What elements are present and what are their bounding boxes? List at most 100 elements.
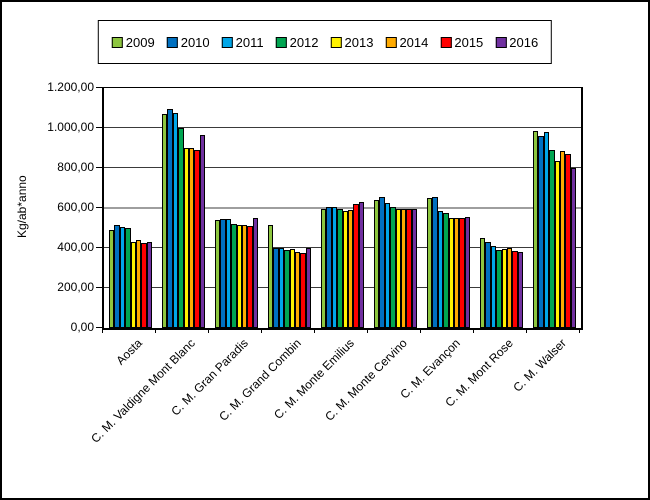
bar-2009 (267, 225, 274, 328)
y-tick-label: 600,00 (57, 200, 94, 214)
bar-group-9 (528, 88, 581, 328)
bar-2012 (549, 150, 555, 328)
y-tick (96, 126, 102, 128)
gridline (104, 127, 581, 128)
legend: 2009 2010 2011 2012 2013 2014 2015 2016 (97, 20, 553, 64)
bar-2010 (273, 248, 279, 328)
y-tick (96, 246, 102, 248)
bar-2009 (214, 220, 221, 328)
x-tick (261, 328, 262, 333)
y-tick (96, 86, 102, 88)
bar-2012 (496, 249, 502, 328)
bar-2014 (506, 248, 513, 328)
reference-line-600 (104, 207, 581, 209)
legend-label: 2012 (289, 34, 319, 50)
bar-2016 (570, 168, 577, 328)
bar-2012 (178, 128, 184, 328)
legend-label: 2016 (509, 34, 539, 50)
x-tick (155, 328, 156, 333)
bar-group-6 (369, 88, 422, 328)
bar-2010 (432, 196, 438, 328)
legend-label: 2014 (399, 34, 429, 50)
x-category-label: C. M. Valdigne Mont Blanc (88, 336, 198, 446)
legend-chip (166, 36, 178, 48)
bar-2014 (453, 217, 460, 328)
plot-area (102, 87, 583, 330)
x-category-label: C. M. Walser (510, 336, 569, 395)
legend-item-2009: 2009 (111, 34, 155, 50)
bar-2014 (241, 225, 248, 328)
bar-2011 (331, 207, 338, 328)
bar-2010 (167, 109, 173, 328)
legend-chip (111, 36, 123, 48)
bar-2013 (289, 248, 295, 328)
bar-group-3 (210, 88, 263, 328)
y-tick (96, 326, 102, 328)
bar-2016 (358, 202, 365, 328)
bar-group-7 (422, 88, 475, 328)
bar-2016 (252, 218, 259, 328)
bar-2012 (231, 223, 237, 328)
legend-label: 2009 (125, 34, 155, 50)
bar-2011 (278, 247, 285, 328)
x-tick (208, 328, 209, 333)
bar-2016 (305, 248, 312, 328)
x-tick (526, 328, 527, 333)
bar-2011 (490, 246, 497, 328)
bar-2012 (125, 228, 131, 328)
legend-chip (275, 36, 287, 48)
bar-2011 (225, 219, 232, 328)
bar-2010 (379, 197, 385, 328)
y-tick-label: 1.200,00 (47, 80, 94, 94)
x-tick (473, 328, 474, 333)
bar-group-1 (104, 88, 157, 328)
legend-chip (440, 36, 452, 48)
bar-2013 (342, 211, 348, 328)
bar-2013 (395, 209, 401, 328)
bar-2016 (146, 241, 153, 328)
bar-group-5 (316, 88, 369, 328)
bar-2015 (459, 217, 465, 328)
y-tick (96, 286, 102, 288)
bar-2011 (119, 227, 126, 328)
bar-2011 (172, 113, 179, 328)
bar-2016 (411, 209, 418, 328)
bar-2014 (294, 251, 301, 328)
bar-2015 (406, 209, 412, 328)
bar-2010 (538, 136, 544, 328)
bar-2014 (347, 210, 354, 328)
bar-2009 (108, 230, 115, 328)
bar-2011 (437, 211, 444, 328)
bar-2013 (130, 242, 136, 328)
bar-2016 (517, 251, 524, 328)
legend-label: 2015 (454, 34, 484, 50)
legend-chip (221, 36, 233, 48)
bar-2011 (543, 132, 550, 328)
bar-2009 (426, 198, 433, 328)
legend-item-2011: 2011 (221, 35, 264, 50)
legend-item-2012: 2012 (275, 34, 319, 50)
y-tick-label: 400,00 (57, 240, 94, 254)
x-category-label: Aosta (113, 336, 145, 368)
bar-2012 (284, 250, 290, 328)
bar-2015 (141, 242, 147, 328)
bar-2015 (512, 250, 518, 328)
bar-2015 (353, 204, 359, 328)
legend-item-2016: 2016 (495, 35, 538, 50)
x-tick (420, 328, 421, 333)
bar-2013 (554, 161, 560, 328)
bar-2013 (183, 148, 189, 328)
legend-chip (330, 36, 342, 48)
legend-chip (495, 36, 507, 48)
bar-groups (104, 88, 581, 328)
bar-2015 (247, 225, 253, 328)
y-tick-label: 1.000,00 (47, 120, 94, 134)
bar-2016 (199, 135, 206, 328)
legend-item-2010: 2010 (166, 35, 210, 50)
legend-item-2014: 2014 (385, 35, 428, 50)
bar-2009 (532, 131, 539, 328)
legend-item-2015: 2015 (440, 35, 483, 50)
bar-2014 (135, 239, 142, 328)
bar-group-8 (475, 88, 528, 328)
